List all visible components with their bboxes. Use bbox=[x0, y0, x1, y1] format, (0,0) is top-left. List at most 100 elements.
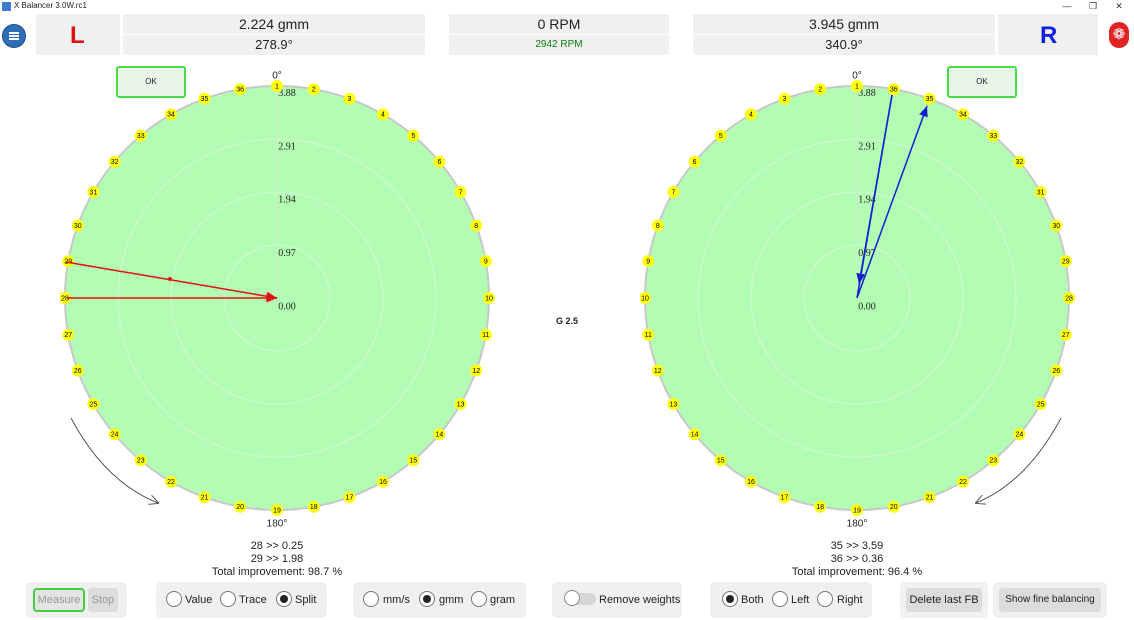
title-bar: X Balancer 3.0W.rc1 — ❐ ✕ bbox=[0, 0, 1134, 13]
delete-last-fb-button[interactable]: Delete last FB bbox=[906, 588, 982, 612]
rotation-arrow bbox=[976, 417, 1062, 503]
position-label: 18 bbox=[310, 504, 318, 511]
position-label: 3 bbox=[783, 96, 787, 103]
bluetooth-icon[interactable]: ❁ bbox=[1109, 22, 1129, 48]
position-marker bbox=[479, 328, 492, 341]
right-ok-button[interactable]: OK bbox=[947, 66, 1017, 98]
position-label: 35 bbox=[926, 96, 934, 103]
gram-radio[interactable] bbox=[471, 591, 487, 607]
position-marker bbox=[1063, 292, 1075, 304]
position-marker bbox=[470, 219, 483, 232]
position-marker bbox=[198, 92, 211, 105]
left-side-letter: L bbox=[70, 22, 85, 49]
position-label: 2 bbox=[312, 87, 316, 94]
position-marker bbox=[1013, 428, 1026, 441]
ring-label: 0.97 bbox=[278, 248, 296, 259]
position-label: 5 bbox=[411, 133, 415, 140]
position-label: 12 bbox=[654, 368, 662, 375]
left-label: Left bbox=[791, 594, 810, 606]
position-label: 13 bbox=[457, 401, 465, 408]
position-marker bbox=[778, 491, 791, 504]
position-label: 31 bbox=[1037, 189, 1045, 196]
position-marker bbox=[1050, 219, 1063, 232]
position-marker bbox=[234, 83, 247, 96]
trace-radio[interactable] bbox=[220, 591, 236, 607]
position-marker bbox=[642, 255, 655, 268]
position-marker bbox=[377, 475, 389, 488]
position-label: 1 bbox=[275, 83, 279, 90]
position-label: 6 bbox=[693, 159, 697, 166]
mm-s-radio[interactable] bbox=[363, 591, 379, 607]
position-marker bbox=[1050, 364, 1063, 377]
both-label: Both bbox=[741, 594, 764, 606]
position-marker bbox=[60, 292, 71, 304]
position-marker bbox=[714, 454, 727, 467]
position-marker bbox=[957, 475, 969, 488]
position-label: 8 bbox=[474, 223, 478, 230]
measure-button[interactable]: Measure bbox=[33, 588, 85, 612]
position-label: 20 bbox=[236, 504, 244, 511]
position-marker bbox=[433, 155, 446, 168]
position-label: 17 bbox=[781, 495, 789, 502]
position-label: 4 bbox=[749, 112, 753, 119]
position-marker bbox=[1059, 255, 1072, 268]
ring-label: 3.88 bbox=[858, 88, 876, 99]
right-angle-value: 340.9° bbox=[693, 35, 995, 55]
position-label: 34 bbox=[959, 112, 967, 119]
position-marker bbox=[851, 80, 863, 92]
position-marker bbox=[87, 398, 100, 410]
position-label: 28 bbox=[1065, 295, 1073, 302]
vector-dot bbox=[168, 277, 172, 281]
position-marker bbox=[651, 364, 664, 377]
gmm-radio[interactable] bbox=[419, 591, 435, 607]
left-result-line-2: 29 >> 1.98 bbox=[250, 553, 304, 565]
restore-icon[interactable]: ❐ bbox=[1088, 1, 1098, 11]
position-marker bbox=[957, 108, 969, 121]
position-label: 2 bbox=[818, 87, 822, 94]
right-radio[interactable] bbox=[817, 591, 833, 607]
show-fine-balancing-button[interactable]: Show fine balancing bbox=[999, 588, 1101, 612]
right-polar-plot: 0.000.971.942.913.880°180°90°270°1234567… bbox=[640, 71, 1075, 530]
position-label: 11 bbox=[482, 332, 489, 339]
position-marker bbox=[307, 83, 320, 96]
position-label: 29 bbox=[1062, 259, 1070, 266]
minimize-icon[interactable]: — bbox=[1062, 1, 1072, 11]
fine-balancing-group: Show fine balancing bbox=[993, 582, 1107, 618]
right-side-box bbox=[998, 14, 1098, 55]
position-label: 3 bbox=[348, 96, 352, 103]
ring-label: 2.91 bbox=[858, 141, 876, 152]
value-radio[interactable] bbox=[166, 591, 182, 607]
position-label: 18 bbox=[816, 504, 824, 511]
position-label: 35 bbox=[201, 96, 209, 103]
close-icon[interactable]: ✕ bbox=[1115, 1, 1123, 11]
position-marker bbox=[923, 92, 936, 105]
position-marker bbox=[62, 328, 75, 341]
position-marker bbox=[108, 155, 121, 168]
position-label: 32 bbox=[111, 159, 119, 166]
menu-icon[interactable] bbox=[2, 24, 26, 48]
split-radio[interactable] bbox=[276, 591, 292, 607]
position-label: 1 bbox=[855, 83, 859, 90]
right-label: Right bbox=[837, 594, 863, 606]
position-marker bbox=[108, 428, 121, 441]
position-marker bbox=[165, 475, 177, 488]
both-radio[interactable] bbox=[722, 591, 738, 607]
trace-label: Trace bbox=[239, 594, 267, 606]
split-label: Split bbox=[295, 594, 317, 606]
right-result-line-2: 36 >> 0.36 bbox=[830, 553, 884, 565]
stop-button[interactable]: Stop bbox=[88, 588, 118, 612]
position-marker bbox=[1034, 186, 1047, 198]
position-marker bbox=[1034, 398, 1047, 410]
delete-fb-group: Delete last FB bbox=[900, 582, 988, 618]
ring-label: 3.88 bbox=[278, 88, 296, 99]
position-marker bbox=[343, 491, 356, 504]
remove-weights-toggle[interactable] bbox=[564, 590, 596, 606]
position-marker bbox=[667, 398, 680, 410]
position-marker bbox=[688, 428, 701, 441]
gram-label: gram bbox=[490, 594, 516, 606]
angle-label-bottom: 180° bbox=[847, 519, 868, 530]
left-ok-button[interactable]: OK bbox=[116, 66, 186, 98]
position-marker bbox=[307, 500, 320, 513]
left-radio[interactable] bbox=[772, 591, 788, 607]
rotation-arrow bbox=[70, 417, 158, 503]
